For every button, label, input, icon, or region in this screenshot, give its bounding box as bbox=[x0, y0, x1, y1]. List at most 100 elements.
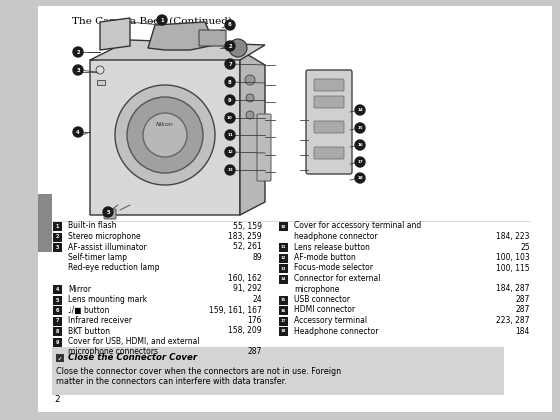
Text: 17: 17 bbox=[357, 160, 363, 164]
Circle shape bbox=[73, 127, 83, 137]
Circle shape bbox=[103, 207, 113, 217]
Text: 24: 24 bbox=[253, 295, 262, 304]
Text: Infrared receiver: Infrared receiver bbox=[68, 316, 132, 325]
Text: 5: 5 bbox=[106, 210, 110, 215]
Text: AF-mode button: AF-mode button bbox=[294, 253, 356, 262]
Text: ✔: ✔ bbox=[58, 355, 62, 360]
Text: Cover for accessory terminal and: Cover for accessory terminal and bbox=[294, 221, 421, 231]
Bar bbox=[56, 354, 64, 362]
Circle shape bbox=[225, 113, 235, 123]
Circle shape bbox=[225, 130, 235, 140]
Text: 17: 17 bbox=[281, 319, 286, 323]
Text: 15: 15 bbox=[281, 298, 286, 302]
Text: 12: 12 bbox=[281, 256, 286, 260]
Text: 287: 287 bbox=[516, 305, 530, 315]
Text: 11: 11 bbox=[281, 246, 286, 249]
Text: 89: 89 bbox=[253, 253, 262, 262]
Text: Nikon: Nikon bbox=[156, 123, 174, 128]
Circle shape bbox=[225, 95, 235, 105]
FancyBboxPatch shape bbox=[314, 121, 344, 133]
Bar bbox=[279, 275, 288, 284]
Text: 9: 9 bbox=[228, 97, 232, 102]
Text: 15: 15 bbox=[357, 126, 363, 130]
Text: 2: 2 bbox=[56, 234, 59, 239]
Text: 4: 4 bbox=[76, 129, 80, 134]
Bar bbox=[279, 306, 288, 315]
FancyBboxPatch shape bbox=[199, 30, 226, 46]
Text: Close the Connector Cover: Close the Connector Cover bbox=[68, 354, 197, 362]
Circle shape bbox=[143, 113, 187, 157]
Bar bbox=[279, 264, 288, 273]
Text: 10: 10 bbox=[227, 116, 233, 120]
Text: 25: 25 bbox=[520, 242, 530, 252]
Circle shape bbox=[127, 97, 203, 173]
FancyBboxPatch shape bbox=[257, 114, 271, 181]
Text: 16: 16 bbox=[281, 309, 286, 312]
Text: 52, 261: 52, 261 bbox=[234, 242, 262, 252]
Text: Accessory terminal: Accessory terminal bbox=[294, 316, 367, 325]
Text: Mirror: Mirror bbox=[68, 284, 91, 294]
Circle shape bbox=[115, 85, 215, 185]
Text: matter in the connectors can interfere with data transfer.: matter in the connectors can interfere w… bbox=[56, 377, 287, 386]
Text: Focus-mode selector: Focus-mode selector bbox=[294, 263, 373, 273]
Text: 13: 13 bbox=[281, 267, 286, 270]
Bar bbox=[53, 233, 62, 241]
Text: 287: 287 bbox=[516, 295, 530, 304]
Text: 13: 13 bbox=[227, 168, 233, 172]
Bar bbox=[38, 194, 52, 252]
Text: Lens release button: Lens release button bbox=[294, 242, 370, 252]
Text: Lens mounting mark: Lens mounting mark bbox=[68, 295, 147, 304]
Text: 18: 18 bbox=[357, 176, 363, 180]
Text: 8: 8 bbox=[228, 79, 232, 84]
Polygon shape bbox=[240, 50, 265, 215]
Circle shape bbox=[73, 47, 83, 57]
Text: headphone connector: headphone connector bbox=[294, 232, 377, 241]
Bar bbox=[53, 296, 62, 304]
Circle shape bbox=[246, 94, 254, 102]
Circle shape bbox=[225, 147, 235, 157]
Polygon shape bbox=[100, 18, 130, 50]
Circle shape bbox=[73, 65, 83, 75]
Text: ♩/■ button: ♩/■ button bbox=[68, 305, 109, 315]
Text: BKT button: BKT button bbox=[68, 326, 110, 336]
Circle shape bbox=[355, 157, 365, 167]
Text: 3: 3 bbox=[76, 68, 80, 73]
Text: Close the connector cover when the connectors are not in use. Foreign: Close the connector cover when the conne… bbox=[56, 367, 341, 376]
FancyBboxPatch shape bbox=[314, 147, 344, 159]
Text: 12: 12 bbox=[227, 150, 233, 154]
Bar bbox=[279, 317, 288, 326]
Text: 14: 14 bbox=[281, 277, 286, 281]
Text: 184, 287: 184, 287 bbox=[497, 284, 530, 294]
Circle shape bbox=[157, 15, 167, 25]
Circle shape bbox=[225, 77, 235, 87]
Circle shape bbox=[246, 111, 254, 119]
Text: Connector for external: Connector for external bbox=[294, 274, 380, 283]
Circle shape bbox=[355, 173, 365, 183]
Text: 3: 3 bbox=[56, 245, 59, 250]
Bar bbox=[53, 306, 62, 315]
Text: Stereo microphone: Stereo microphone bbox=[68, 232, 141, 241]
Text: 184, 223: 184, 223 bbox=[497, 232, 530, 241]
Circle shape bbox=[355, 140, 365, 150]
Text: 158, 209: 158, 209 bbox=[228, 326, 262, 336]
FancyBboxPatch shape bbox=[314, 96, 344, 108]
Text: 159, 161, 167: 159, 161, 167 bbox=[209, 305, 262, 315]
Circle shape bbox=[355, 123, 365, 133]
Text: 287: 287 bbox=[248, 347, 262, 357]
Circle shape bbox=[96, 66, 104, 74]
Polygon shape bbox=[90, 50, 240, 215]
Polygon shape bbox=[90, 40, 265, 60]
Text: 2: 2 bbox=[76, 50, 80, 55]
Text: microphone: microphone bbox=[294, 284, 339, 294]
Text: 11: 11 bbox=[227, 133, 233, 137]
Text: 55, 159: 55, 159 bbox=[233, 221, 262, 231]
Circle shape bbox=[245, 75, 255, 85]
Text: 2: 2 bbox=[228, 44, 232, 48]
Circle shape bbox=[229, 39, 247, 57]
Text: 2: 2 bbox=[54, 395, 59, 404]
Text: Red-eye reduction lamp: Red-eye reduction lamp bbox=[68, 263, 160, 273]
Text: 183, 259: 183, 259 bbox=[228, 232, 262, 241]
Text: 176: 176 bbox=[248, 316, 262, 325]
Text: AF-assist illuminator: AF-assist illuminator bbox=[68, 242, 147, 252]
Bar bbox=[279, 254, 288, 262]
